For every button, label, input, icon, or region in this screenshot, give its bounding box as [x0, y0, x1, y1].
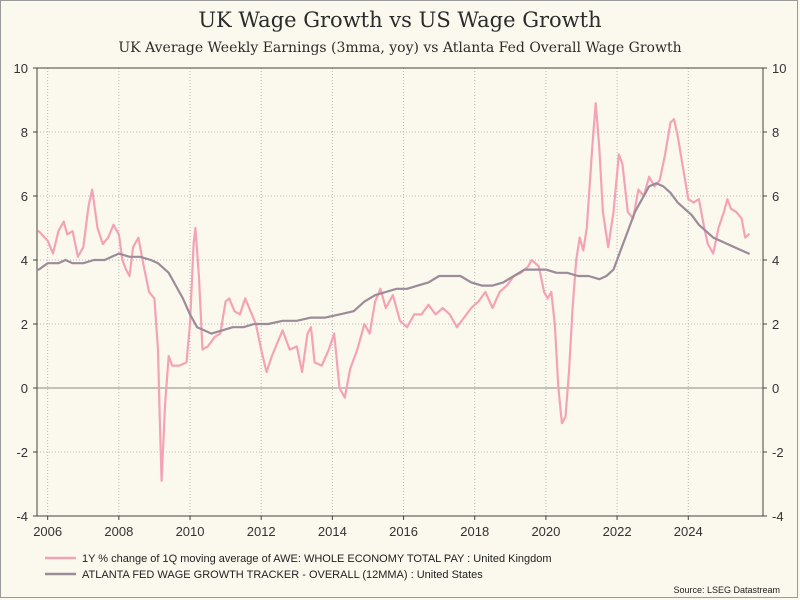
y-tick-label-left: 8	[21, 125, 28, 140]
grid	[37, 67, 763, 517]
y-tick-label-right: 2	[772, 317, 779, 332]
y-tick-label-left: -2	[16, 445, 28, 460]
y-tick-label-left: 0	[21, 381, 28, 396]
y-tick-label-right: 6	[772, 189, 779, 204]
series-lines	[37, 102, 750, 482]
y-tick-label-left: -4	[16, 509, 28, 524]
x-tick-label: 2024	[674, 524, 703, 539]
y-tick-label-left: 10	[14, 61, 28, 76]
x-tick-label: 2006	[33, 524, 62, 539]
x-axis: 2006 2008 2010 2012 2014 2016 2018 2020 2022 2024	[33, 516, 703, 539]
series-line-us	[37, 182, 750, 335]
y-tick-label-left: 6	[21, 189, 28, 204]
y-tick-label-left: 2	[21, 317, 28, 332]
x-tick-label: 2010	[176, 524, 205, 539]
y-tick-label-right: 0	[772, 381, 779, 396]
y-tick-label-right: 4	[772, 253, 779, 268]
y-tick-label-right: 10	[772, 61, 786, 76]
series-line-uk	[37, 102, 750, 482]
plot-border	[36, 67, 764, 517]
y-tick-label-right: 8	[772, 125, 779, 140]
x-tick-label: 2020	[531, 524, 560, 539]
chart-title: UK Wage Growth vs US Wage Growth	[198, 8, 601, 32]
x-tick-label: 2008	[104, 524, 133, 539]
source-note: Source: LSEG Datastream	[673, 585, 780, 595]
y-tick-label-right: -2	[772, 445, 784, 460]
x-tick-label: 2016	[389, 524, 418, 539]
legend-label-uk: 1Y % change of 1Q moving average of AWE:…	[82, 553, 552, 565]
x-tick-label: 2012	[247, 524, 276, 539]
x-tick-label: 2014	[318, 524, 347, 539]
legend: 1Y % change of 1Q moving average of AWE:…	[45, 553, 552, 581]
y-axis-left: -4 -2 0 2 4 6 8 10	[14, 61, 37, 524]
y-tick-label-left: 4	[21, 253, 28, 268]
chart-subtitle: UK Average Weekly Earnings (3mma, yoy) v…	[118, 40, 681, 56]
x-tick-label: 2018	[460, 524, 489, 539]
legend-label-us: ATLANTA FED WAGE GROWTH TRACKER - OVERAL…	[82, 569, 483, 581]
y-tick-label-right: -4	[772, 509, 784, 524]
x-tick-label: 2022	[603, 524, 632, 539]
y-axis-right: -4 -2 0 2 4 6 8 10	[763, 61, 786, 524]
